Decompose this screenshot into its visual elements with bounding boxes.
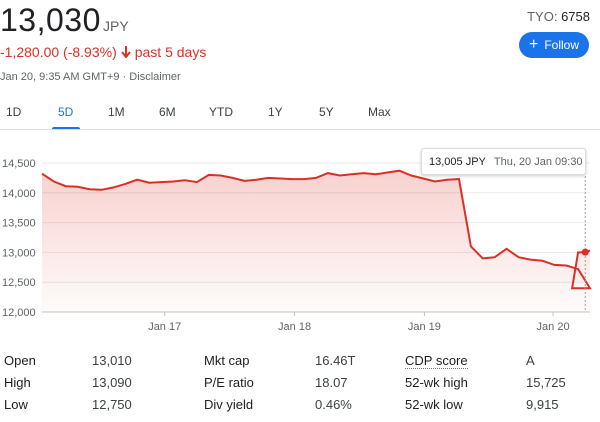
stat-pe-label: P/E ratio [204,375,254,390]
stat-52wk-high-value: 15,725 [526,375,566,390]
tab-ytd[interactable]: YTD [209,105,233,119]
stat-52wk-low-value: 9,915 [526,397,559,412]
stat-cdp-value: A [526,353,535,368]
y-tick-label: 14,000 [2,188,36,200]
hover-point [581,248,589,256]
tooltip-price: 13,005 JPY [429,155,486,168]
change-period: past 5 days [134,44,207,60]
chart-tooltip: 13,005 JPY Thu, 20 Jan 09:30 [421,148,586,175]
x-tick-label: Jan 20 [537,321,570,333]
tab-1d[interactable]: 1D [6,105,22,119]
tab-1y[interactable]: 1Y [268,105,283,119]
tab-6m[interactable]: 6M [159,105,176,119]
stat-mktcap-label: Mkt cap [204,353,250,368]
timestamp-disclaimer[interactable]: Jan 20, 9:35 AM GMT+9 · Disclaimer [0,71,181,83]
x-tick-label: Jan 19 [408,321,441,333]
change-value: -1,280.00 (-8.93%) [0,44,117,60]
tab-5y[interactable]: 5Y [319,105,334,119]
tab-1m[interactable]: 1M [108,105,125,119]
tab-5d[interactable]: 5D [58,105,74,119]
y-tick-label: 13,500 [2,218,36,230]
stat-mktcap-value: 16.46T [315,353,356,368]
stat-52wk-low-label: 52-wk low [405,397,463,412]
symbol-label: 6758 [561,9,590,24]
active-tab-indicator [52,127,80,130]
ticker-symbol: TYO: 6758 [527,9,590,24]
y-tick-label: 12,500 [2,277,36,289]
stat-open-label: Open [4,353,36,368]
price-change: -1,280.00 (-8.93%) past 5 days [0,44,206,60]
price-area-fill [42,170,590,312]
price-line [41,169,592,290]
x-tick-label: Jan 17 [148,321,181,333]
price-chart[interactable]: 12,000 12,500 13,000 13,500 14,000 14,500 Jan… [0,138,600,338]
stat-high-label: High [4,375,31,390]
currency-code: JPY [103,18,129,34]
stat-divyield-label: Div yield [204,397,254,412]
stat-cdp-label[interactable]: CDP score [405,353,468,369]
stat-pe-value: 18.07 [315,375,348,390]
y-tick-label: 14,500 [2,158,36,170]
stat-high-value: 13,090 [92,375,132,390]
arrow-down-icon [120,46,131,58]
tabs-divider [0,129,600,130]
stock-price: 13,030 [0,2,101,38]
exchange-label: TYO: [527,9,558,24]
range-tabs: 1D 5D 1M 6M YTD 1Y 5Y Max [0,100,600,130]
stat-low-label: Low [4,397,28,412]
stat-divyield-value: 0.46% [315,397,352,412]
x-tick-label: Jan 18 [278,321,311,333]
tooltip-date: Thu, 20 Jan 09:30 [493,155,583,168]
stat-low-value: 12,750 [92,397,132,412]
plus-icon: + [528,35,539,53]
y-tick-label: 13,000 [2,247,36,259]
y-tick-label: 12,000 [2,307,36,319]
tab-max[interactable]: Max [368,105,391,119]
stat-52wk-high-label: 52-wk high [405,375,468,390]
follow-button[interactable]: + Follow [519,32,589,58]
stat-open-value: 13,010 [92,353,132,368]
follow-label: Follow [544,38,580,52]
